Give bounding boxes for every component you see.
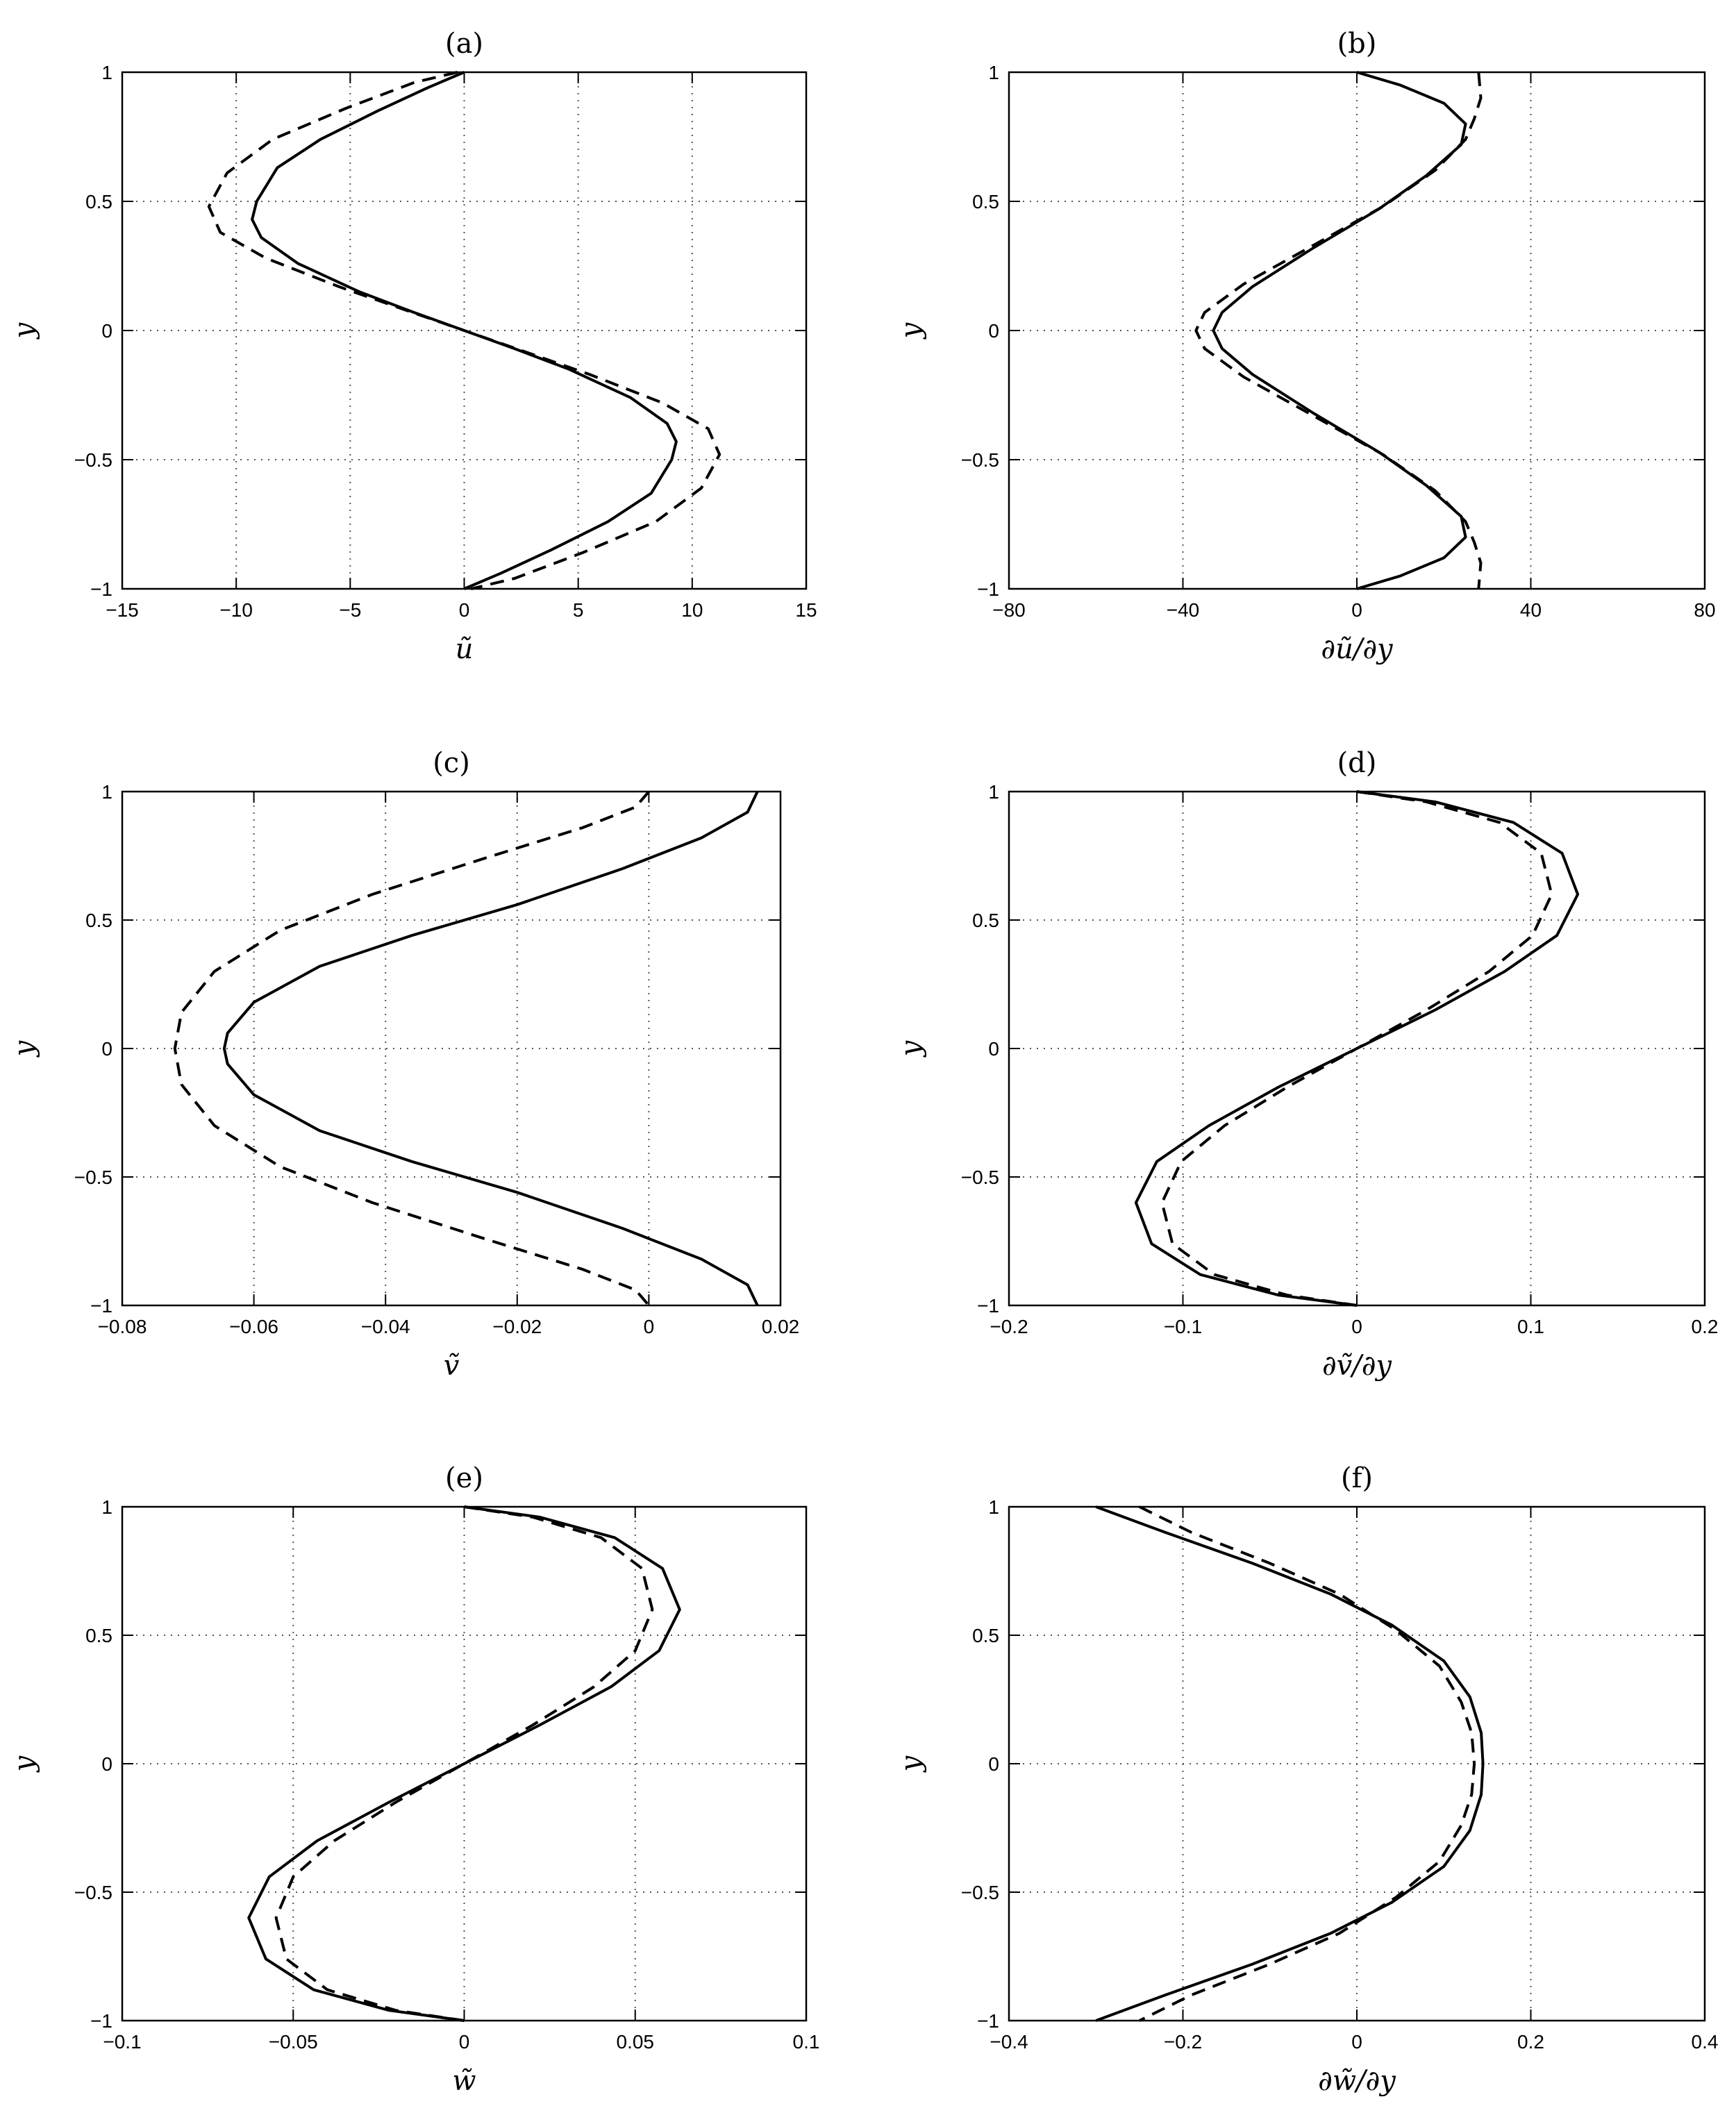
x-axis-label: ṽ [444,1350,460,1382]
y-tick-label: 1 [988,62,999,83]
panel-title: (c) [433,747,470,779]
x-tick-label: 40 [1520,599,1542,621]
panel-5: −0.4 −0.2 0 0.2 0.4 −1 −0.5 0 0.5 1 (f) ∂w̃/∂y y [895,1462,1718,2097]
x-tick-label: 0 [644,1316,655,1337]
series-dashed-line [1139,1505,1476,2022]
y-tick-label: −1 [977,1295,999,1317]
y-tick-label: 1 [101,1496,112,1518]
x-axis-label: ∂w̃/∂y [1318,2065,1396,2097]
y-tick-label: −0.5 [74,449,112,471]
y-tick-label: −1 [977,2010,999,2032]
y-tick-label: 1 [988,1496,999,1518]
x-tick-label: −0.4 [990,2031,1028,2053]
y-tick-label: 0.5 [972,910,999,931]
y-axis-label: y [8,1039,40,1058]
x-tick-label: −0.1 [103,2031,141,2053]
y-tick-label: −1 [90,1295,112,1317]
x-tick-label: −0.02 [492,1316,542,1337]
panel-3: −0.2 −0.1 0 0.1 0.2 −1 −0.5 0 0.5 1 (d) ∂ṽ/∂y y [895,747,1718,1382]
panel-title: (f) [1341,1462,1373,1494]
y-tick-label: 0 [101,1753,112,1775]
series-dashed-line [1160,790,1553,1307]
series-solid-line [1095,1505,1485,2022]
panel-0: −15 −10 −5 0 5 10 15 −1 −0.5 0 0.5 1 (a) ũ y [8,28,817,665]
x-tick-label: −5 [339,599,361,621]
x-tick-label: 0.1 [793,2031,820,2053]
y-tick-label: 0 [988,320,999,342]
x-tick-label: −10 [219,599,253,621]
x-tick-label: −15 [106,599,139,621]
panel-2: −0.08 −0.06 −0.04 −0.02 0 0.02 −1 −0.5 0 0.5 1 (c) ṽ… [8,747,799,1382]
y-axis-label: y [8,321,40,340]
x-tick-label: 80 [1694,599,1715,621]
y-tick-label: 1 [101,62,112,83]
x-tick-label: −0.2 [1164,2031,1202,2053]
series-solid-line [1212,71,1467,590]
y-axis-label: y [8,1755,40,1773]
x-tick-label: 0.2 [1517,2031,1544,2053]
y-tick-label: 0 [988,1038,999,1060]
x-tick-label: 0.4 [1692,2031,1719,2053]
x-tick-label: −0.04 [361,1316,410,1337]
x-tick-label: 0.02 [762,1316,800,1337]
x-tick-label: 0.2 [1692,1316,1719,1337]
x-axis-label: ũ [456,633,474,665]
y-axis-label: y [895,321,927,340]
y-tick-label: −0.5 [961,449,999,471]
series-solid-line [247,1505,681,2022]
y-axis-label: y [895,1039,927,1058]
panel-4: −0.1 −0.05 0 0.05 0.1 −1 −0.5 0 0.5 1 (e) w̃ y [8,1462,819,2097]
y-tick-label: 0.5 [85,191,112,212]
x-tick-label: 5 [573,599,584,621]
x-axis-label: ∂ṽ/∂y [1322,1350,1392,1382]
x-tick-label: 0.05 [617,2031,655,2053]
x-tick-label: 0.1 [1517,1316,1544,1337]
x-tick-label: −0.1 [1164,1316,1202,1337]
y-tick-label: −1 [90,578,112,600]
y-tick-label: 0 [988,1753,999,1775]
x-tick-label: −0.06 [229,1316,278,1337]
x-axis-label: w̃ [452,2065,476,2097]
series-solid-line [222,791,759,1306]
y-tick-label: −0.5 [961,1167,999,1188]
y-tick-label: 0.5 [85,910,112,931]
x-tick-label: −0.2 [990,1316,1028,1337]
y-tick-label: −1 [977,578,999,600]
y-tick-label: 0 [101,320,112,342]
panel-title: (d) [1337,747,1377,779]
series-dashed-line [207,71,721,590]
x-tick-label: 10 [681,599,703,621]
series-dashed-line [173,790,650,1307]
x-tick-label: −0.08 [98,1316,147,1337]
x-tick-label: −0.05 [269,2031,318,2053]
y-tick-label: −1 [90,2010,112,2032]
y-tick-label: 0 [101,1038,112,1060]
panel-title: (e) [445,1462,483,1494]
panel-1: −80 −40 0 40 80 −1 −0.5 0 0.5 1 (b) ∂ũ/∂y y [895,28,1716,665]
y-axis-label: y [895,1755,927,1773]
x-tick-label: 0 [459,2031,470,2053]
y-tick-label: −0.5 [74,1882,112,1903]
x-tick-label: −40 [1167,599,1200,621]
x-tick-label: 0 [1351,599,1362,621]
x-tick-label: 0 [459,599,470,621]
y-tick-label: 1 [101,781,112,803]
y-tick-label: 0.5 [972,191,999,212]
x-tick-label: 15 [795,599,817,621]
y-tick-label: 0.5 [85,1625,112,1646]
panel-title: (a) [445,28,483,60]
series-dashed-line [1194,72,1483,590]
panel-title: (b) [1337,28,1377,60]
x-axis-label: ∂ũ/∂y [1321,633,1394,665]
y-tick-label: −0.5 [74,1167,112,1188]
y-tick-label: −0.5 [961,1882,999,1903]
x-tick-label: 0 [1351,2031,1362,2053]
x-tick-label: −80 [992,599,1026,621]
y-tick-label: 0.5 [972,1625,999,1646]
x-tick-label: 0 [1351,1316,1362,1337]
y-tick-label: 1 [988,781,999,803]
